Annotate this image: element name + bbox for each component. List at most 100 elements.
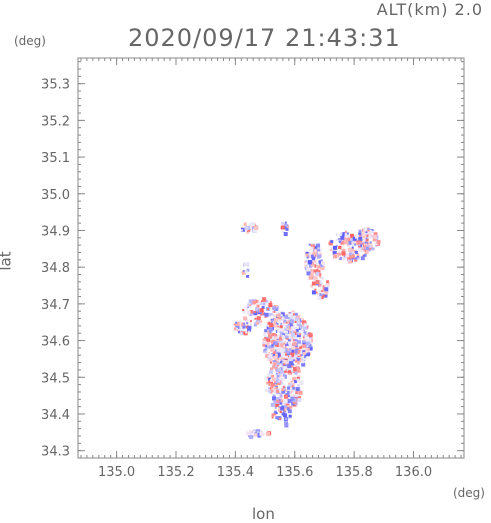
echo-cell — [277, 317, 282, 322]
echo-cell — [315, 262, 319, 266]
echo-cell — [366, 234, 369, 237]
echo-cell — [282, 366, 287, 371]
echo-cell — [259, 429, 263, 433]
echo-cell — [269, 301, 272, 304]
echo-cell — [324, 287, 329, 292]
echo-cell — [264, 329, 268, 333]
echo-cell — [262, 341, 265, 344]
echo-cell — [296, 366, 300, 370]
echo-cell — [301, 360, 305, 364]
echo-cell — [281, 221, 285, 225]
echo-cell — [242, 309, 245, 311]
echo-cell — [255, 321, 259, 325]
echo-cell — [283, 400, 287, 405]
echo-cell — [273, 335, 276, 338]
echo-cell — [316, 254, 321, 259]
echo-cell — [302, 340, 306, 345]
echo-cell — [368, 245, 372, 248]
echo-cell — [291, 326, 295, 331]
echo-cell — [284, 341, 289, 346]
echo-cell — [271, 344, 274, 347]
echo-cell — [291, 389, 295, 393]
echo-cell — [283, 319, 287, 323]
y-tick-label: 35.0 — [41, 188, 70, 203]
echo-cell — [319, 275, 322, 278]
echo-cell — [284, 369, 287, 372]
echo-cell — [280, 362, 284, 365]
echo-cell — [284, 341, 287, 344]
echo-cell — [311, 281, 316, 286]
echo-cell — [290, 324, 294, 328]
echo-cell — [355, 234, 360, 239]
echo-cell — [241, 322, 245, 327]
y-tick-label: 34.4 — [41, 408, 70, 423]
echo-cell — [310, 246, 314, 250]
echo-cell — [300, 328, 304, 332]
echo-cell — [275, 402, 280, 407]
echo-cell — [255, 299, 259, 303]
echo-cell — [289, 387, 292, 390]
echo-cell — [310, 254, 314, 258]
echo-cell — [244, 270, 248, 274]
echo-cell — [294, 397, 299, 402]
echo-cell — [236, 326, 240, 329]
y-tick-label: 34.9 — [41, 224, 70, 239]
echo-cell — [283, 360, 288, 364]
echo-cell — [260, 313, 262, 316]
echo-cell — [265, 353, 270, 358]
echo-cell — [301, 358, 305, 362]
echo-cell — [363, 249, 366, 252]
echo-cell — [288, 336, 292, 340]
echo-cell — [296, 345, 299, 348]
echo-cell — [265, 299, 269, 303]
echo-cell — [260, 300, 263, 303]
echo-cell — [290, 393, 293, 396]
echo-cell — [263, 302, 266, 305]
echo-cell — [244, 226, 249, 231]
echo-cell — [255, 307, 260, 312]
echo-cell — [280, 312, 285, 317]
echo-cell — [338, 240, 341, 243]
echo-cell — [247, 303, 249, 306]
echo-cell — [279, 417, 282, 420]
echo-cell — [293, 369, 297, 374]
echo-cell — [292, 341, 297, 346]
echo-cell — [253, 303, 256, 306]
echo-cell — [242, 269, 245, 272]
echo-cell — [271, 388, 274, 391]
echo-cell — [295, 392, 298, 395]
echo-cell — [296, 333, 301, 338]
echo-cell — [357, 247, 361, 250]
echo-cell — [296, 378, 300, 382]
echo-cell — [280, 317, 284, 321]
echo-cell — [313, 249, 317, 253]
echo-cell — [265, 380, 268, 382]
echo-cell — [354, 243, 357, 246]
echo-cell — [345, 230, 347, 233]
echo-cell — [319, 286, 322, 289]
echo-cell — [338, 256, 342, 260]
echo-cell — [293, 348, 297, 353]
echo-cell — [289, 345, 291, 348]
echo-cell — [287, 399, 292, 403]
echo-cell — [295, 359, 299, 363]
echo-cell — [259, 323, 262, 325]
echo-cell — [355, 255, 360, 260]
echo-cell — [297, 394, 300, 397]
echo-cell — [297, 343, 301, 347]
echo-cell — [362, 255, 365, 258]
timestamp-title: 2020/09/17 21:43:31 — [128, 24, 401, 52]
echo-cell — [247, 306, 250, 309]
echo-cell — [297, 340, 302, 345]
echo-cell — [253, 311, 258, 316]
echo-cell — [276, 374, 280, 378]
echo-cell — [263, 348, 268, 353]
echo-cell — [280, 225, 285, 230]
echo-cell — [304, 264, 308, 268]
echo-cell — [320, 261, 325, 266]
echo-cell — [264, 312, 269, 317]
echo-cell — [285, 335, 289, 339]
echo-cell — [275, 334, 278, 337]
echo-cell — [275, 380, 279, 384]
echo-cell — [256, 316, 261, 321]
